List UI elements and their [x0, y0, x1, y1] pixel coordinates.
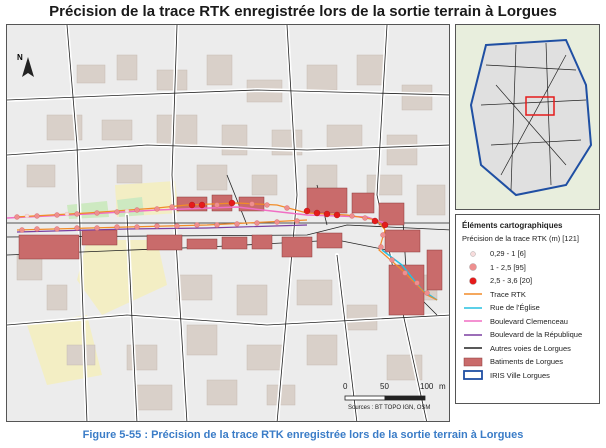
scale-tick-50: 50 — [380, 382, 389, 391]
legend-item: 0,29 - 1 [6] — [462, 247, 593, 261]
main-map[interactable]: N — [6, 24, 450, 422]
green-area — [117, 197, 144, 217]
legend-symbol-dot-light — [462, 249, 484, 259]
legend-label: Batiments de Lorgues — [490, 357, 563, 367]
legend-label: Autres voies de Lorgues — [490, 343, 571, 353]
yellow-area — [77, 240, 167, 315]
legend-symbol-line — [462, 330, 484, 340]
iris-outline — [469, 38, 593, 197]
north-arrow: N — [17, 53, 39, 83]
scale-bar: 0 50 100 m — [340, 382, 450, 412]
inset-map-svg — [456, 25, 599, 209]
legend-item: Boulevard de la République — [462, 328, 593, 342]
legend-label: 2,5 - 3,6 [20] — [490, 276, 533, 286]
scale-tick-0: 0 — [343, 382, 348, 391]
rtk-points-mid — [14, 201, 430, 296]
legend-item: Trace RTK — [462, 288, 593, 302]
legend-label: IRIS Ville Lorgues — [490, 370, 550, 380]
figure-caption: Figure 5-55 : Précision de la trace RTK … — [82, 429, 524, 441]
map-title: Précision de la trace RTK enregistrée lo… — [49, 3, 557, 20]
rtk-points-dark — [188, 199, 389, 229]
legend-item: 1 - 2,5 [95] — [462, 261, 593, 275]
legend-symbol-dot-mid — [462, 262, 484, 272]
north-label: N — [17, 53, 23, 62]
rtk-points-light — [24, 208, 130, 219]
lorgues-buildings — [18, 187, 443, 316]
legend-label: Rue de l'Église — [490, 303, 540, 313]
legend-label: 1 - 2,5 [95] — [490, 262, 526, 272]
legend-symbol-line — [462, 289, 484, 299]
main-map-svg — [7, 25, 449, 421]
scale-tick-100: 100 — [420, 382, 434, 391]
legend-label: Boulevard Clemenceau — [490, 316, 568, 326]
legend-label: Boulevard de la République — [490, 330, 583, 340]
legend-item: IRIS Ville Lorgues — [462, 369, 593, 383]
legend-title: Éléments cartographiques — [462, 221, 563, 230]
legend-symbol-line — [462, 316, 484, 326]
legend-item: Batiments de Lorgues — [462, 355, 593, 369]
boulevard-republique — [16, 224, 308, 233]
legend-symbol-outline — [462, 370, 484, 381]
map-legend: Éléments cartographiques Précision de la… — [455, 214, 600, 404]
legend-item: Autres voies de Lorgues — [462, 342, 593, 356]
legend-symbol-dot-dark — [462, 276, 484, 286]
legend-label: 0,29 - 1 [6] — [490, 249, 526, 259]
legend-label: Trace RTK — [490, 289, 526, 299]
other-roads — [7, 25, 449, 421]
legend-symbol-line — [462, 303, 484, 313]
legend-symbol-line — [462, 343, 484, 353]
legend-subtitle: Précision de la trace RTK (m) [121] — [462, 234, 579, 243]
scale-unit: m — [439, 382, 446, 391]
map-sources: Sources : BT TOPO IGN, OSM — [348, 405, 431, 411]
inset-extent — [525, 96, 555, 116]
legend-item: 2,5 - 3,6 [20] — [462, 274, 593, 288]
legend-item: Boulevard Clemenceau — [462, 315, 593, 329]
inset-map[interactable] — [455, 24, 600, 210]
legend-item: Rue de l'Église — [462, 301, 593, 315]
legend-symbol-rect — [462, 357, 484, 367]
